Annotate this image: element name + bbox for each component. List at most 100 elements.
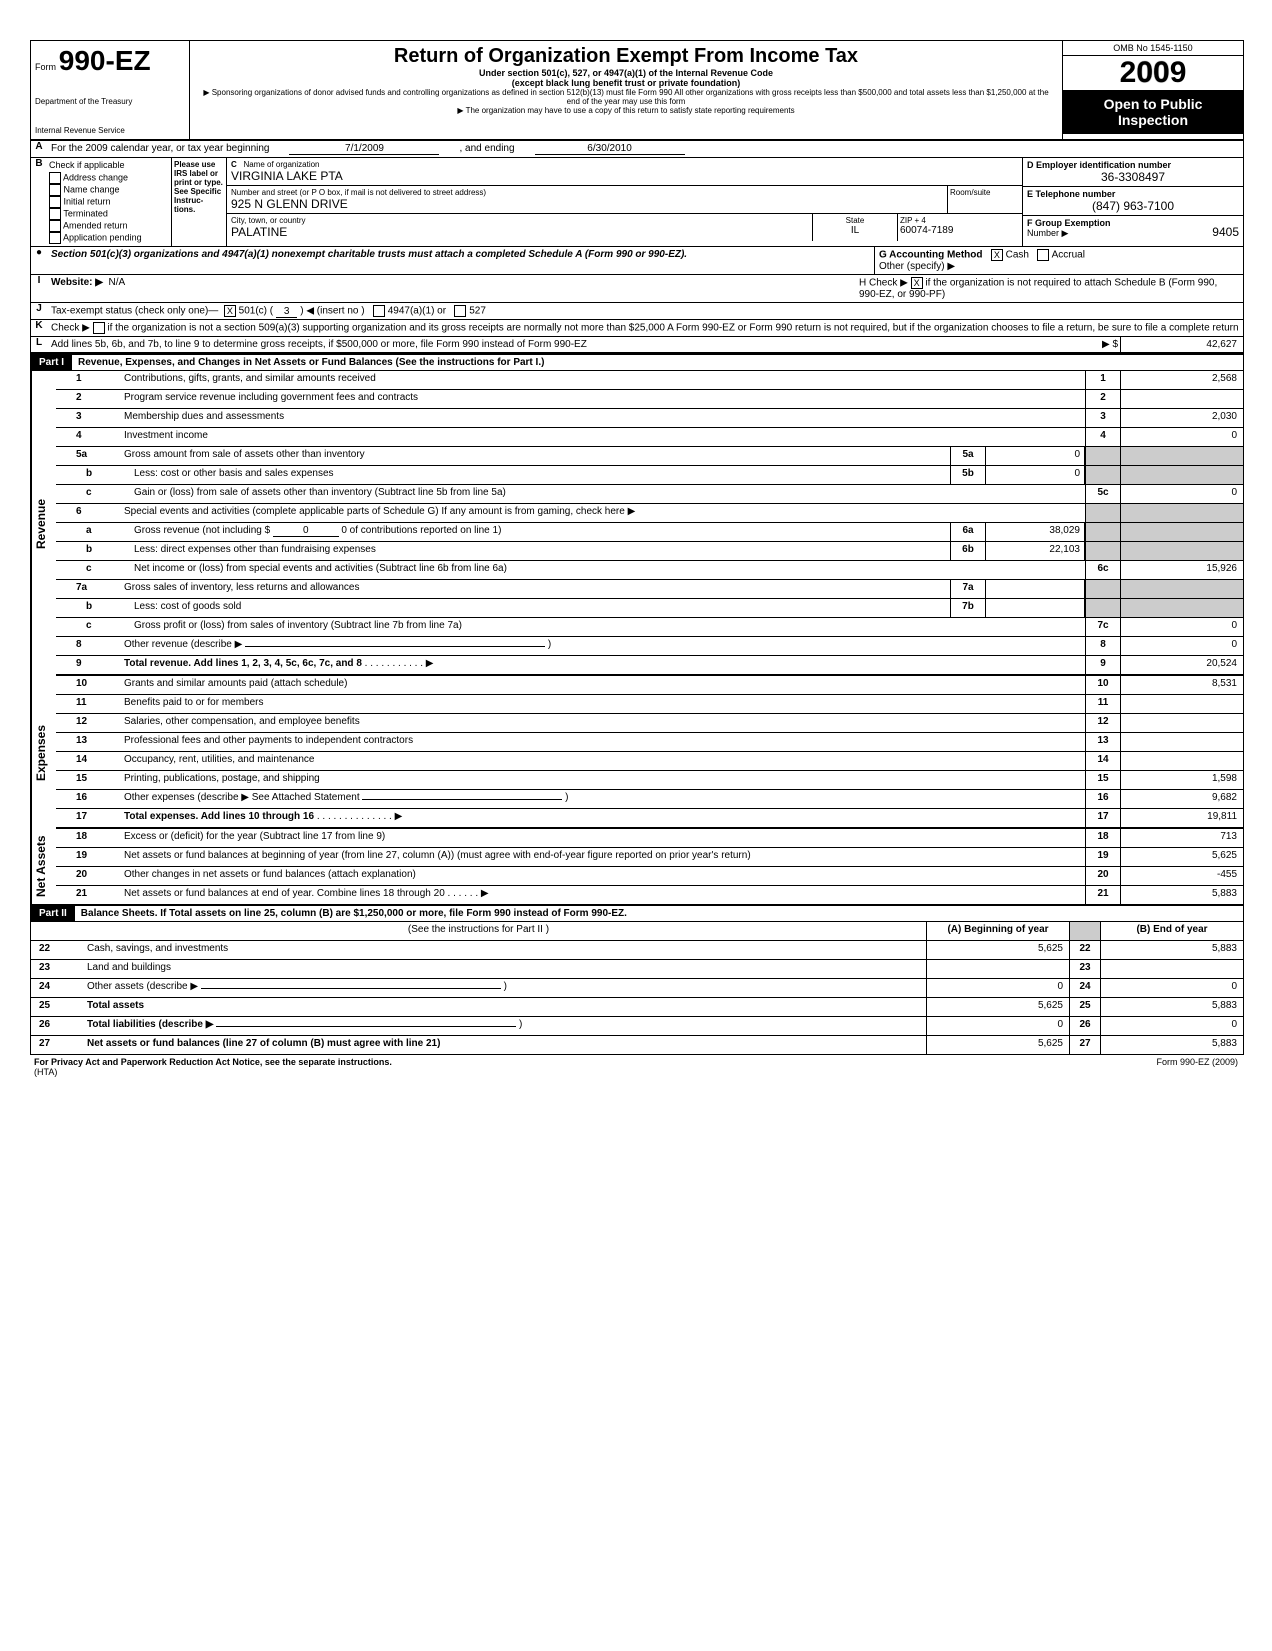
l10en: 10 <box>1085 676 1121 694</box>
state: IL <box>815 225 895 236</box>
bs23nn: 23 <box>1069 960 1100 978</box>
initial-return-checkbox[interactable] <box>49 196 61 208</box>
l7cv: 0 <box>1121 618 1243 636</box>
expenses-label: Expenses <box>31 676 56 829</box>
l15n: 15 <box>56 771 120 789</box>
cash-label: Cash <box>1006 250 1029 261</box>
501c-checkbox[interactable]: X <box>224 305 236 317</box>
group-num: 9405 <box>1212 225 1239 239</box>
k-checkbox[interactable] <box>93 322 105 334</box>
street: 925 N GLENN DRIVE <box>231 197 943 211</box>
bs24-blank <box>201 988 501 989</box>
open2: Inspection <box>1065 112 1241 128</box>
bs25a: 5,625 <box>926 998 1069 1016</box>
4947-checkbox[interactable] <box>373 305 385 317</box>
part1-title: Revenue, Expenses, and Changes in Net As… <box>72 355 1243 370</box>
cash-checkbox[interactable]: X <box>991 249 1003 261</box>
l6ad1: Gross revenue (not including $ <box>134 525 270 536</box>
footer-hta: (HTA) <box>34 1067 392 1077</box>
l8d: Other revenue (describe ▶ ) <box>120 637 1085 655</box>
j-label: Tax-exempt status (check only one)— <box>51 306 218 317</box>
terminated-checkbox[interactable] <box>49 208 61 220</box>
l6ash <box>1085 523 1121 541</box>
tax-year-end: 6/30/2010 <box>535 143 685 155</box>
row-j: J Tax-exempt status (check only one)— X … <box>31 303 1243 320</box>
l7ash <box>1085 580 1121 598</box>
l8en: 8 <box>1085 637 1121 655</box>
state-label: State <box>815 216 895 225</box>
l7cen: 7c <box>1085 618 1121 636</box>
f-label2: Number ▶ <box>1027 228 1111 239</box>
row-a: A For the 2009 calendar year, or tax yea… <box>31 141 1243 158</box>
footer-left: For Privacy Act and Paperwork Reduction … <box>34 1057 392 1067</box>
bs25d: Total assets <box>83 998 926 1016</box>
l20en: 20 <box>1085 867 1121 885</box>
l5bmv: 0 <box>986 466 1085 484</box>
l16d1: Other expenses (describe ▶ See Attached … <box>124 792 360 803</box>
l5bsh2 <box>1121 466 1243 484</box>
k-label: Check ▶ <box>51 323 90 334</box>
l6amv: 38,029 <box>986 523 1085 541</box>
bs22n: 22 <box>31 941 83 959</box>
l5bd: Less: cost or other basis and sales expe… <box>130 466 950 484</box>
header: Form 990-EZ Department of the Treasury I… <box>31 41 1243 141</box>
l12en: 12 <box>1085 714 1121 732</box>
l11n: 11 <box>56 695 120 713</box>
website-label: Website: ▶ <box>51 277 103 288</box>
l7bsh <box>1085 599 1121 617</box>
l10n: 10 <box>56 676 120 694</box>
l16en: 16 <box>1085 790 1121 808</box>
l12n: 12 <box>56 714 120 732</box>
l19n: 19 <box>56 848 120 866</box>
l15en: 15 <box>1085 771 1121 789</box>
check-if-applicable-col: Check if applicable Address change Name … <box>47 158 172 246</box>
l7amv <box>986 580 1085 598</box>
row-a-label: For the 2009 calendar year, or tax year … <box>51 143 269 155</box>
l5amn: 5a <box>950 447 986 465</box>
bs24b: 0 <box>1100 979 1243 997</box>
l6cn: c <box>56 561 130 579</box>
accrual-checkbox[interactable] <box>1037 249 1049 261</box>
l-arrow: ▶ $ <box>1076 337 1120 352</box>
addr-change-checkbox[interactable] <box>49 172 61 184</box>
l6bsh2 <box>1121 542 1243 560</box>
bs22d: Cash, savings, and investments <box>83 941 926 959</box>
bs27d: Net assets or fund balances (line 27 of … <box>83 1036 926 1054</box>
bs22nn: 22 <box>1069 941 1100 959</box>
l16n: 16 <box>56 790 120 808</box>
footer: For Privacy Act and Paperwork Reduction … <box>30 1055 1242 1079</box>
bs27d1: Net assets or fund balances (line 27 of … <box>87 1038 440 1049</box>
l5amv: 0 <box>986 447 1085 465</box>
footer-right: Form 990-EZ (2009) <box>1156 1057 1238 1077</box>
l3d: Membership dues and assessments <box>120 409 1085 427</box>
l5ash2 <box>1121 447 1243 465</box>
header-left: Form 990-EZ Department of the Treasury I… <box>31 41 190 139</box>
schedule-b-checkbox[interactable]: X <box>911 277 923 289</box>
f-label: F Group Exemption <box>1027 218 1111 228</box>
header-right: OMB No 1545-1150 2009 Open to Public Ins… <box>1062 41 1243 139</box>
name-change-checkbox[interactable] <box>49 184 61 196</box>
bs26b: 0 <box>1100 1017 1243 1035</box>
opt-addr: Address change <box>63 172 128 182</box>
bs23a <box>926 960 1069 978</box>
letter-a: A <box>31 141 47 157</box>
net-assets-block: Net Assets 18Excess or (deficit) for the… <box>31 829 1243 904</box>
letter-i: I <box>31 275 47 302</box>
l5cn: c <box>56 485 130 503</box>
l5ad: Gross amount from sale of assets other t… <box>120 447 950 465</box>
opt-pending: Application pending <box>63 232 142 242</box>
bs25n: 25 <box>31 998 83 1016</box>
amended-checkbox[interactable] <box>49 220 61 232</box>
check-label: Check if applicable <box>49 160 169 170</box>
row-l: L Add lines 5b, 6b, and 7b, to line 9 to… <box>31 337 1243 353</box>
l16v: 9,682 <box>1121 790 1243 808</box>
row-k: K Check ▶ if the organization is not a s… <box>31 320 1243 337</box>
l13en: 13 <box>1085 733 1121 751</box>
l6ash2 <box>1121 523 1243 541</box>
527-checkbox[interactable] <box>454 305 466 317</box>
pending-checkbox[interactable] <box>49 232 61 244</box>
form-label: Form <box>35 62 56 72</box>
l9v: 20,524 <box>1121 656 1243 674</box>
zip: 60074-7189 <box>900 225 1020 236</box>
open1: Open to Public <box>1065 96 1241 112</box>
